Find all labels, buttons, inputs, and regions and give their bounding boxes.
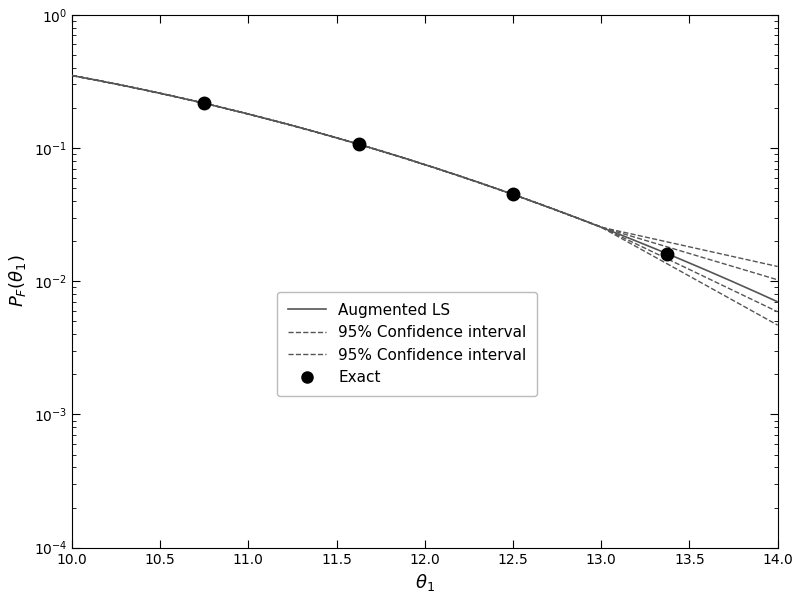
Legend: Augmented LS, 95% Confidence interval, 95% Confidence interval, Exact: Augmented LS, 95% Confidence interval, 9… bbox=[277, 292, 537, 396]
Y-axis label: $P_F(\theta_1)$: $P_F(\theta_1)$ bbox=[7, 255, 28, 307]
X-axis label: $\theta_1$: $\theta_1$ bbox=[415, 572, 434, 593]
